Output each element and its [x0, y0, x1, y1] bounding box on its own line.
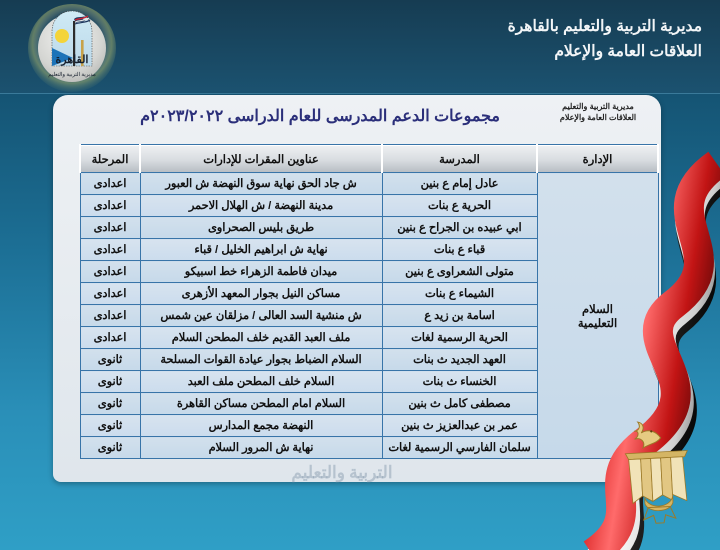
svg-text:مديرية التربية والتعليم: مديرية التربية والتعليم	[48, 72, 96, 78]
svg-text:القاهرة: القاهرة	[56, 54, 89, 66]
